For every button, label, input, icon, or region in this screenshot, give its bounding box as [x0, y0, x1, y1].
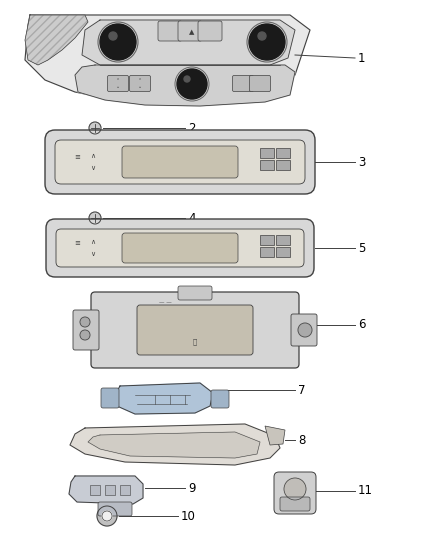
- FancyBboxPatch shape: [101, 388, 119, 408]
- Text: ∨: ∨: [90, 165, 95, 171]
- Circle shape: [298, 323, 312, 337]
- Text: ⬦: ⬦: [193, 338, 197, 345]
- FancyBboxPatch shape: [274, 472, 316, 514]
- FancyBboxPatch shape: [211, 390, 229, 408]
- Text: ▲: ▲: [189, 29, 194, 35]
- Circle shape: [184, 76, 190, 82]
- Text: — —: — —: [159, 300, 171, 304]
- FancyBboxPatch shape: [130, 76, 151, 92]
- Text: 6: 6: [358, 319, 365, 332]
- FancyBboxPatch shape: [233, 76, 254, 92]
- FancyBboxPatch shape: [107, 76, 128, 92]
- Bar: [260, 160, 274, 170]
- FancyBboxPatch shape: [73, 310, 99, 350]
- Text: ≡: ≡: [74, 154, 80, 160]
- FancyBboxPatch shape: [178, 286, 212, 300]
- Polygon shape: [25, 15, 88, 65]
- FancyBboxPatch shape: [291, 314, 317, 346]
- Circle shape: [80, 317, 90, 327]
- Circle shape: [100, 24, 136, 60]
- Text: 1: 1: [358, 52, 365, 64]
- Circle shape: [80, 330, 90, 340]
- Circle shape: [89, 212, 101, 224]
- Polygon shape: [82, 20, 295, 65]
- Bar: [105, 485, 115, 495]
- Circle shape: [102, 511, 112, 521]
- Bar: [276, 247, 290, 257]
- Text: 7: 7: [298, 384, 305, 397]
- Text: 4: 4: [188, 212, 195, 224]
- FancyBboxPatch shape: [158, 21, 182, 41]
- Text: 9: 9: [188, 481, 195, 495]
- Circle shape: [177, 69, 207, 99]
- Circle shape: [258, 32, 266, 40]
- Polygon shape: [25, 15, 310, 100]
- Polygon shape: [69, 476, 143, 504]
- Bar: [90, 485, 100, 495]
- Bar: [260, 148, 274, 158]
- Text: 10: 10: [181, 510, 196, 522]
- Text: 3: 3: [358, 156, 365, 168]
- FancyBboxPatch shape: [55, 140, 305, 184]
- FancyBboxPatch shape: [122, 233, 238, 263]
- Text: 5: 5: [358, 241, 365, 254]
- Text: ∨: ∨: [90, 251, 95, 257]
- FancyBboxPatch shape: [56, 229, 304, 267]
- FancyBboxPatch shape: [91, 292, 299, 368]
- Text: ⌃
⌄: ⌃ ⌄: [138, 78, 142, 90]
- Bar: [260, 235, 274, 245]
- FancyBboxPatch shape: [98, 502, 132, 516]
- Circle shape: [284, 478, 306, 500]
- Polygon shape: [265, 426, 285, 445]
- FancyBboxPatch shape: [178, 21, 202, 41]
- FancyBboxPatch shape: [46, 219, 314, 277]
- FancyBboxPatch shape: [45, 130, 315, 194]
- Bar: [120, 485, 130, 495]
- Text: 2: 2: [188, 122, 195, 134]
- Bar: [276, 148, 290, 158]
- Text: ∧: ∧: [90, 153, 95, 159]
- Polygon shape: [115, 383, 213, 414]
- Text: 8: 8: [298, 433, 305, 447]
- Text: ∧: ∧: [90, 239, 95, 245]
- Circle shape: [249, 24, 285, 60]
- Text: 11: 11: [358, 484, 373, 497]
- Text: ⌃
⌄: ⌃ ⌄: [116, 78, 120, 90]
- Polygon shape: [75, 65, 295, 106]
- FancyBboxPatch shape: [280, 497, 310, 511]
- FancyBboxPatch shape: [122, 146, 238, 178]
- Polygon shape: [88, 432, 260, 458]
- Polygon shape: [70, 424, 280, 465]
- Circle shape: [109, 32, 117, 40]
- Bar: [276, 160, 290, 170]
- Bar: [276, 235, 290, 245]
- Circle shape: [89, 122, 101, 134]
- FancyBboxPatch shape: [198, 21, 222, 41]
- FancyBboxPatch shape: [137, 305, 253, 355]
- Bar: [260, 247, 274, 257]
- Circle shape: [97, 506, 117, 526]
- Text: ≡: ≡: [74, 240, 80, 246]
- FancyBboxPatch shape: [250, 76, 271, 92]
